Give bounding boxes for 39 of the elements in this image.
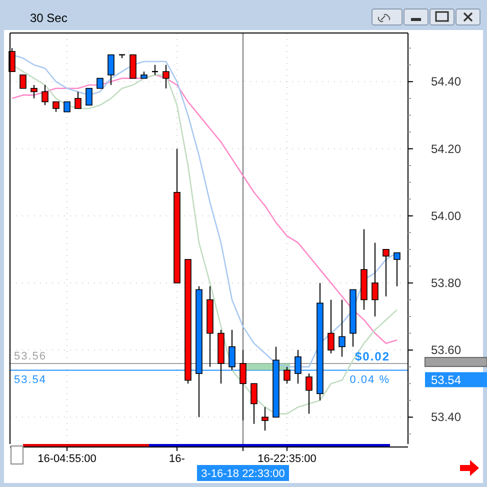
candlestick xyxy=(328,299,334,354)
candlestick xyxy=(108,54,114,86)
y-tick-label: 54.40 xyxy=(430,74,462,89)
candlestick xyxy=(394,252,400,287)
candlestick xyxy=(96,78,104,89)
ref-line-label: 53.56 xyxy=(14,350,47,362)
text: 53.54 xyxy=(430,373,462,388)
candlestick xyxy=(338,299,346,358)
candlestick xyxy=(30,84,38,99)
candlestick xyxy=(74,91,82,109)
candlestick xyxy=(284,366,290,384)
x-tick-label: 16- xyxy=(169,453,186,465)
candlestick xyxy=(20,74,26,89)
y-tick-label: 53.40 xyxy=(430,410,462,424)
candlestick xyxy=(42,84,48,106)
candlestick xyxy=(52,101,60,112)
candlestick xyxy=(64,101,70,112)
ref-line-label: 53.54 xyxy=(14,374,47,386)
y-tick-label: 53.80 xyxy=(430,276,462,290)
chart-title: 30 Sec xyxy=(30,11,68,25)
x-tick-label: 3-16-18 22:33:00 xyxy=(201,468,285,480)
candlestick xyxy=(86,88,92,106)
y-tick-label: 54.00 xyxy=(430,208,462,223)
candlestick xyxy=(240,350,246,422)
candlestick xyxy=(382,248,390,297)
candlestick xyxy=(306,373,312,414)
candlestick xyxy=(372,242,378,318)
annotation: $0.02 xyxy=(354,349,390,364)
candlestick xyxy=(294,350,302,384)
candlestick xyxy=(250,383,258,424)
y-tick-label: 53.60 xyxy=(430,343,462,358)
candlestick xyxy=(162,64,170,89)
x-tick-label: 16-04:55:00 xyxy=(38,453,96,465)
candlestick xyxy=(228,329,236,371)
annotation: 0.04 % xyxy=(350,374,390,386)
candlestick xyxy=(130,54,136,79)
candlestick xyxy=(262,406,268,432)
y-tick-label: 54.20 xyxy=(430,142,462,156)
x-tick-label: 16-22:35:00 xyxy=(258,453,316,465)
